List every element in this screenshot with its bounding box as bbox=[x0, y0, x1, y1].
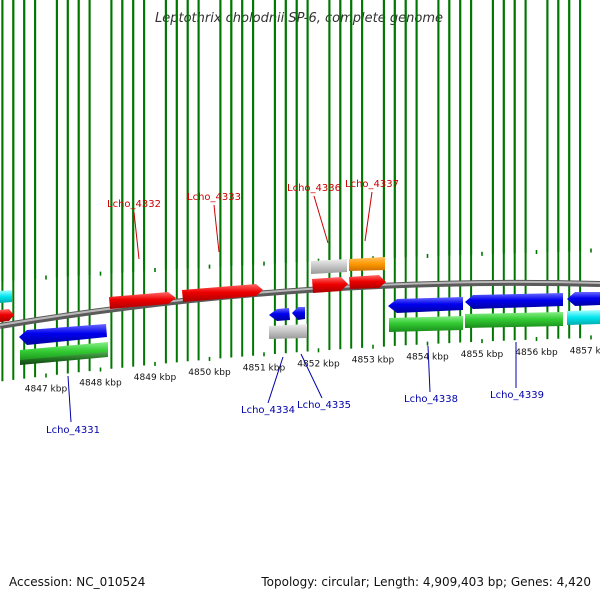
gene-feature-lcho-4338[interactable] bbox=[388, 297, 463, 313]
leader-line-lcho-4331 bbox=[67, 375, 72, 423]
gene-label-lcho-4338[interactable]: Lcho_4338 bbox=[404, 394, 458, 405]
kbp-tick-label: 4857 kbp bbox=[570, 346, 600, 356]
gene-feature-lcho-4334[interactable] bbox=[269, 308, 290, 321]
gene-label-lcho-4337[interactable]: Lcho_4337 bbox=[345, 179, 399, 190]
forward-gene-labels: Lcho_4332 Lcho_4333 Lcho_4336 Lcho_4337 bbox=[107, 179, 399, 260]
leader-line-lcho-4338 bbox=[427, 345, 431, 393]
gene-feature-darkgreen-4331[interactable] bbox=[20, 352, 108, 365]
kbp-tick-label: 4853 kbp bbox=[352, 356, 395, 366]
gene-feature-green-4339[interactable] bbox=[465, 312, 563, 328]
kbp-tick-label: 4847 kbp bbox=[25, 385, 68, 395]
kbp-tick-label: 4851 kbp bbox=[243, 363, 286, 373]
map-title: Leptothrix cholodnii SP-6, complete geno… bbox=[155, 11, 443, 26]
leader-line-lcho-4335 bbox=[300, 353, 323, 399]
kbp-tick-label: 4849 kbp bbox=[134, 373, 177, 383]
genome-backbone bbox=[0, 279, 600, 329]
gene-feature-gray-lower[interactable] bbox=[269, 324, 307, 339]
gene-feature-lcho-4337[interactable] bbox=[349, 275, 386, 289]
gene-label-lcho-4334[interactable]: Lcho_4334 bbox=[241, 405, 295, 416]
kbp-tick-label: 4852 kbp bbox=[297, 359, 340, 369]
accession-text: Accession: NC_010524 bbox=[9, 575, 145, 589]
leader-line-lcho-4337 bbox=[364, 191, 373, 242]
reverse-gene-labels: Lcho_4331 Lcho_4334 Lcho_4335 Lcho_4338 … bbox=[46, 342, 544, 436]
kbp-tick-label: 4854 kbp bbox=[406, 353, 449, 363]
gene-label-lcho-4333[interactable]: Lcho_4333 bbox=[187, 192, 241, 203]
kbp-tick-label: 4855 kbp bbox=[461, 350, 504, 360]
gene-feature-partial-left-cyan[interactable] bbox=[0, 290, 12, 303]
kbp-tick-label: 4856 kbp bbox=[515, 348, 558, 358]
gene-feature-lcho-4332[interactable] bbox=[109, 292, 176, 309]
reverse-features bbox=[19, 292, 600, 365]
gene-feature-partial-right-cyan[interactable] bbox=[567, 310, 600, 325]
gene-feature-green-4338[interactable] bbox=[389, 316, 463, 332]
gene-feature-lcho-4339[interactable] bbox=[465, 293, 563, 309]
gene-feature-lcho-4331[interactable] bbox=[19, 324, 107, 345]
gene-label-lcho-4332[interactable]: Lcho_4332 bbox=[107, 199, 161, 210]
forward-features bbox=[0, 257, 386, 322]
gene-feature-gray-upper[interactable] bbox=[311, 259, 347, 274]
kbp-tick-label: 4848 kbp bbox=[79, 379, 122, 389]
gene-feature-lcho-4333[interactable] bbox=[182, 284, 263, 302]
gene-feature-lcho-4335[interactable] bbox=[292, 307, 305, 320]
gene-feature-partial-left-red[interactable] bbox=[0, 309, 14, 322]
gene-feature-partial-right-blue[interactable] bbox=[567, 292, 600, 306]
genome-backbone-highlight bbox=[0, 280, 600, 326]
kbp-tick-label: 4850 kbp bbox=[188, 368, 231, 378]
gene-label-lcho-4331[interactable]: Lcho_4331 bbox=[46, 425, 100, 436]
leader-line-lcho-4333 bbox=[213, 204, 220, 253]
gene-label-lcho-4336[interactable]: Lcho_4336 bbox=[287, 183, 341, 194]
leader-line-lcho-4334 bbox=[267, 356, 284, 404]
leader-line-lcho-4336 bbox=[313, 195, 329, 244]
gene-feature-orange-upper[interactable] bbox=[349, 257, 385, 271]
genome-info-text: Topology: circular; Length: 4,909,403 bp… bbox=[260, 575, 591, 589]
gene-feature-lcho-4336[interactable] bbox=[312, 277, 348, 293]
leader-line-lcho-4332 bbox=[133, 211, 140, 260]
gene-feature-green-4331[interactable] bbox=[20, 342, 108, 362]
gene-label-lcho-4339[interactable]: Lcho_4339 bbox=[490, 390, 544, 401]
gene-label-lcho-4335[interactable]: Lcho_4335 bbox=[297, 400, 351, 411]
